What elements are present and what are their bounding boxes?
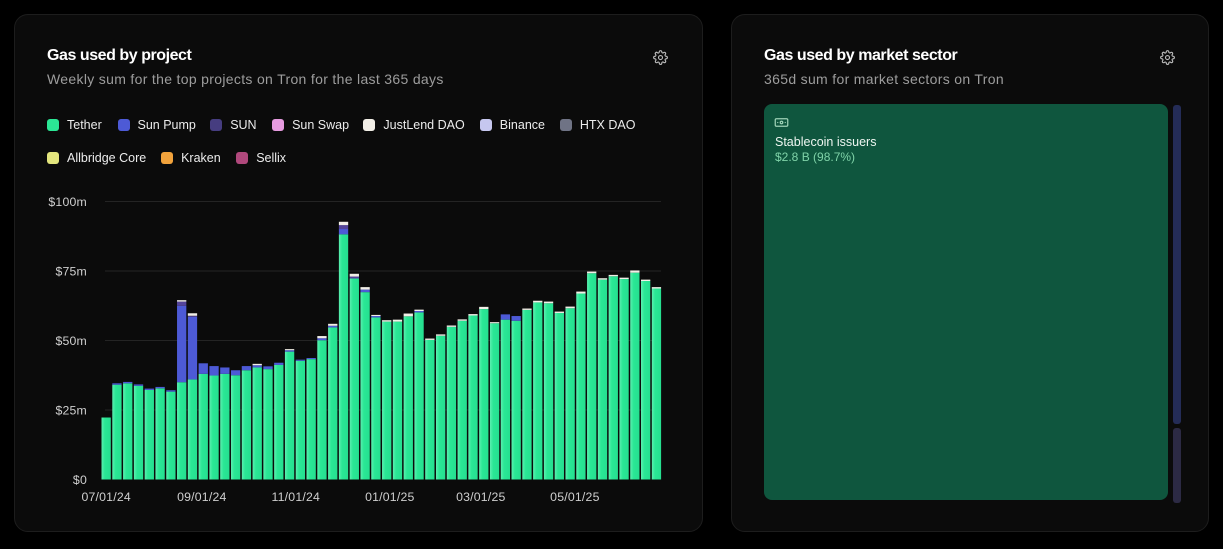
svg-text:05/01/25: 05/01/25	[550, 490, 599, 504]
svg-text:$100m: $100m	[48, 195, 87, 209]
svg-text:$50m: $50m	[55, 334, 87, 348]
svg-text:$75m: $75m	[55, 264, 87, 278]
svg-text:11/01/24: 11/01/24	[272, 490, 321, 504]
svg-text:01/01/25: 01/01/25	[365, 490, 414, 504]
svg-text:03/01/25: 03/01/25	[456, 490, 505, 504]
svg-text:07/01/24: 07/01/24	[81, 490, 130, 504]
svg-text:09/01/24: 09/01/24	[177, 490, 226, 504]
svg-text:$25m: $25m	[55, 403, 87, 417]
svg-text:$0: $0	[73, 473, 87, 487]
